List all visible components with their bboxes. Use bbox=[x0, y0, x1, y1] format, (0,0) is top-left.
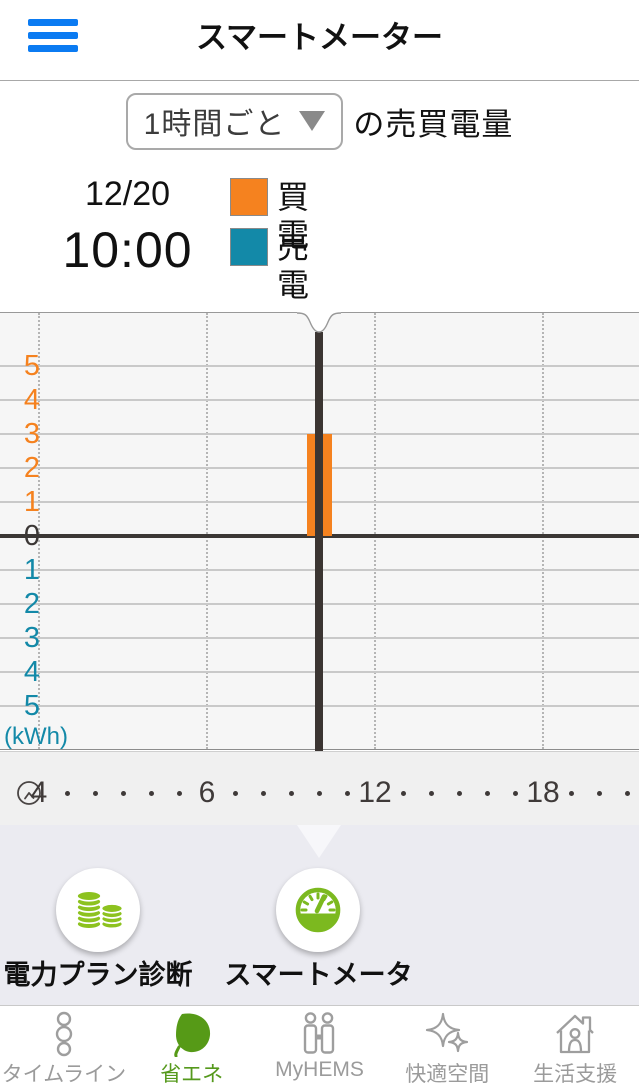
smart-meter-button[interactable] bbox=[276, 868, 360, 952]
reading-time: 10:00 bbox=[62, 222, 193, 278]
tab-life-support-label: 生活支援 bbox=[533, 1063, 618, 1086]
cursor-notch bbox=[297, 312, 341, 333]
controls-row: 1時間ごと の売買電量 bbox=[0, 92, 639, 150]
vertical-gridline bbox=[38, 313, 40, 749]
x-axis-hour-label: 4 bbox=[30, 776, 48, 809]
x-axis-hour-dot bbox=[261, 791, 266, 796]
header: スマートメーター bbox=[0, 0, 639, 80]
y-axis-tick-buy: 3 bbox=[23, 418, 40, 450]
vertical-gridline bbox=[542, 313, 544, 749]
x-axis-hour-label: 18 bbox=[526, 776, 560, 809]
tab-comfort-space-label: 快適空間 bbox=[405, 1063, 490, 1086]
y-axis-tick-sell: 3 bbox=[23, 622, 40, 654]
sparkle-icon bbox=[426, 1012, 469, 1053]
x-axis-hour-dot bbox=[429, 791, 434, 796]
x-axis-hour-dot bbox=[317, 791, 322, 796]
x-axis-hour-label: 12 bbox=[358, 776, 392, 809]
interval-dropdown-value: 1時間ごと bbox=[143, 108, 286, 141]
x-axis-hour-dot bbox=[93, 791, 98, 796]
tab-myhems[interactable]: MyHEMS bbox=[256, 1006, 384, 1089]
y-axis-unit-label: (kWh) bbox=[4, 723, 68, 750]
reading-panel: 12/20 10:00 買電 3.0 kWh 売電 0.0 kWh bbox=[0, 165, 639, 303]
x-axis-hour-dot bbox=[345, 791, 350, 796]
dropdown-caret-icon bbox=[299, 111, 326, 131]
leaf-icon bbox=[173, 1013, 210, 1057]
interval-dropdown[interactable]: 1時間ごと bbox=[125, 92, 344, 150]
tab-life-support[interactable]: 生活支援 bbox=[511, 1006, 639, 1089]
tab-comfort-space[interactable]: 快適空間 bbox=[383, 1006, 511, 1089]
house-icon bbox=[556, 1014, 594, 1054]
tab-energy-saving[interactable]: 省エネ bbox=[128, 1006, 256, 1089]
y-axis-tick-buy: 1 bbox=[23, 486, 40, 518]
x-axis-hour-dot bbox=[513, 791, 518, 796]
tab-energy-saving-label: 省エネ bbox=[160, 1063, 224, 1086]
y-axis-tick-buy: 5 bbox=[23, 350, 40, 382]
y-axis-tick-sell: 5 bbox=[23, 690, 40, 722]
tab-timeline[interactable]: タイムライン bbox=[0, 1006, 128, 1089]
people-icon bbox=[304, 1012, 335, 1054]
timeline-icon bbox=[55, 1011, 73, 1057]
sell-color-swatch bbox=[230, 228, 268, 266]
y-axis-tick-buy: 4 bbox=[23, 384, 40, 416]
x-axis-hour-dot bbox=[625, 791, 630, 796]
vertical-gridline bbox=[206, 313, 208, 749]
x-axis-hour-dot bbox=[177, 791, 182, 796]
y-axis-tick-sell: 2 bbox=[23, 588, 40, 620]
page-title: スマートメーター bbox=[195, 20, 444, 55]
y-axis-tick-zero: 0 bbox=[23, 520, 40, 552]
sell-value: 0.0 bbox=[630, 228, 639, 266]
x-axis-hour-dot bbox=[485, 791, 490, 796]
cursor-line[interactable] bbox=[315, 332, 323, 751]
x-axis-hour-label: 6 bbox=[198, 776, 216, 809]
buy-label: 買電 bbox=[277, 179, 310, 253]
x-axis-hour-dot bbox=[121, 791, 126, 796]
sell-label: 売電 bbox=[277, 229, 310, 303]
x-axis-hour-dot bbox=[233, 791, 238, 796]
x-axis-hour-dot bbox=[569, 791, 574, 796]
x-axis-hour-dot bbox=[597, 791, 602, 796]
x-axis-hour-dot bbox=[401, 791, 406, 796]
x-axis-hour-dot bbox=[149, 791, 154, 796]
header-divider bbox=[0, 80, 639, 81]
x-axis-hour-dot bbox=[65, 791, 70, 796]
hamburger-menu-icon[interactable] bbox=[28, 19, 78, 61]
x-axis-hour-dot bbox=[289, 791, 294, 796]
power-plan-diagnosis-label: 電力プラン診断 bbox=[3, 960, 193, 990]
controls-suffix-label: の売買電量 bbox=[353, 106, 514, 142]
y-axis-tick-sell: 1 bbox=[23, 554, 40, 586]
power-plan-diagnosis-button[interactable] bbox=[56, 868, 140, 952]
chart-x-axis: 4 6 12 18 bbox=[0, 751, 639, 825]
clock-icon bbox=[17, 781, 41, 805]
tab-timeline-label: タイムライン bbox=[1, 1063, 127, 1086]
energy-bar-chart[interactable]: 5 4 3 2 1 1 2 3 4 5 0 (kWh) bbox=[0, 312, 639, 751]
reading-date: 12/20 bbox=[84, 175, 171, 213]
bottom-tab-bar: タイムライン 省エネ MyHEMS bbox=[0, 1005, 639, 1089]
gauge-icon bbox=[294, 886, 342, 933]
selected-pointer-triangle bbox=[297, 825, 341, 858]
vertical-gridline bbox=[374, 313, 376, 749]
tab-myhems-label: MyHEMS bbox=[275, 1058, 364, 1081]
shortcuts-panel: 電力プラン診断 スマートメーター bbox=[0, 825, 639, 1029]
datetime: 12/20 10:00 bbox=[55, 175, 200, 279]
buy-color-swatch bbox=[230, 178, 268, 216]
y-axis-tick-buy: 2 bbox=[23, 452, 40, 484]
x-axis-hour-dot bbox=[457, 791, 462, 796]
coins-icon bbox=[76, 890, 124, 930]
y-axis-tick-sell: 4 bbox=[23, 656, 40, 688]
buy-value: 3.0 bbox=[630, 178, 639, 216]
